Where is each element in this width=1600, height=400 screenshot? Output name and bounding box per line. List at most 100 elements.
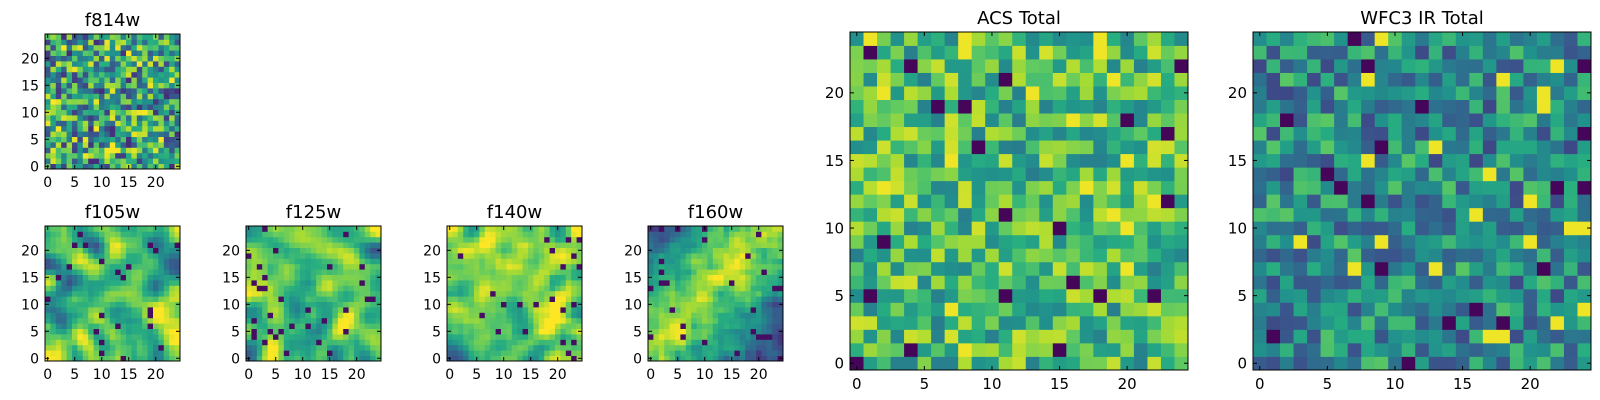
heatmap-cell (457, 355, 464, 362)
heatmap-cell (1025, 59, 1040, 73)
heatmap-cell (82, 312, 89, 319)
heatmap-cell (1455, 167, 1470, 182)
heatmap-cell (522, 285, 529, 292)
heatmap-cell (109, 163, 116, 170)
heatmap-cell (850, 113, 864, 128)
heatmap-cell (256, 231, 263, 238)
heatmap-cell (917, 167, 932, 182)
heatmap-cell (1577, 32, 1592, 46)
heatmap-cell (104, 355, 111, 362)
heatmap-cell (745, 285, 751, 292)
heatmap-cell (648, 231, 654, 238)
heatmap-cell (890, 194, 905, 209)
heatmap-cell (777, 334, 784, 340)
heatmap-cell (863, 261, 878, 276)
heatmap-cell (283, 317, 290, 324)
heatmap-cell (664, 226, 670, 232)
heatmap-cell (1066, 99, 1081, 114)
heatmap-cell (267, 269, 274, 275)
heatmap-cell (283, 301, 290, 308)
heatmap-cell (1401, 207, 1416, 222)
heatmap-cell (147, 131, 154, 137)
heatmap-cell (136, 50, 143, 56)
heatmap-cell (99, 44, 105, 51)
heatmap-cell (131, 285, 138, 292)
heatmap-cell (538, 274, 545, 281)
heatmap-cell (1550, 32, 1565, 46)
heatmap-cell (126, 104, 132, 110)
heatmap-cell (131, 344, 138, 351)
heatmap-cell (571, 253, 577, 259)
heatmap-cell (723, 334, 730, 340)
heatmap-cell (343, 296, 349, 302)
heatmap-cell (565, 269, 572, 275)
heatmap-cell (375, 236, 382, 243)
heatmap-cell (72, 93, 78, 100)
heatmap-cell (169, 242, 175, 248)
heatmap-cell (723, 350, 730, 356)
heatmap-cell (511, 242, 518, 248)
heatmap-cell (739, 328, 746, 335)
heatmap-cell (61, 328, 67, 335)
heatmap-cell (93, 82, 100, 89)
heatmap-cell (163, 301, 170, 308)
heatmap-cell (316, 344, 322, 351)
heatmap-cell (115, 334, 121, 340)
heatmap-cell (82, 71, 89, 78)
heatmap-cell (354, 236, 360, 243)
heatmap-cell (163, 115, 170, 121)
heatmap-cell (1039, 153, 1054, 168)
heatmap-cell (766, 355, 773, 362)
heatmap-cell (153, 147, 159, 154)
heatmap-cell (452, 258, 459, 265)
heatmap-cell (718, 317, 724, 324)
heatmap-cell (511, 312, 518, 319)
heatmap-cell (55, 77, 62, 83)
heatmap-cell (1106, 99, 1121, 114)
heatmap-cell (273, 274, 279, 281)
heatmap-cell (1334, 315, 1349, 330)
heatmap-cell (251, 231, 258, 238)
heatmap-cell (142, 307, 148, 313)
heatmap-cell (468, 236, 475, 243)
heatmap-cell (712, 280, 719, 286)
heatmap-cell (72, 312, 78, 319)
heatmap-cell (158, 280, 165, 286)
heatmap-cell (468, 231, 475, 238)
heatmap-cell (174, 93, 181, 100)
heatmap-cell (766, 226, 773, 232)
heatmap-cell (756, 312, 762, 319)
heatmap-cell (332, 231, 339, 238)
y-tick-label: 10 (423, 297, 441, 313)
heatmap-cell (944, 288, 959, 303)
heatmap-cell (675, 328, 681, 335)
heatmap-cell (452, 226, 459, 232)
heatmap-cell (174, 253, 181, 259)
heatmap-cell (1079, 45, 1094, 60)
heatmap-cell (761, 307, 768, 313)
heatmap-cell (718, 253, 724, 259)
heatmap-cell (863, 248, 878, 263)
x-tick-label: 0 (43, 175, 52, 191)
heatmap-cell (163, 66, 170, 73)
heatmap-cell (1388, 207, 1403, 222)
heatmap-cell (474, 290, 480, 297)
heatmap-cell (1496, 302, 1511, 317)
heatmap-cell (1280, 275, 1294, 290)
heatmap-cell (300, 269, 306, 275)
heatmap-cell (316, 301, 322, 308)
heatmap-cell (147, 66, 154, 73)
heatmap-cell (343, 258, 349, 265)
y-tick-label: 20 (1228, 84, 1247, 102)
heatmap-cell (66, 285, 73, 292)
heatmap-cell (50, 152, 57, 159)
heatmap-cell (702, 317, 708, 324)
heatmap-cell (1066, 45, 1081, 60)
heatmap-cell (72, 323, 78, 329)
heatmap-cell (501, 317, 507, 324)
heatmap-cell (1523, 207, 1538, 222)
heatmap-cell (1374, 248, 1389, 263)
heatmap-cell (1280, 140, 1294, 155)
heatmap-cell (88, 39, 94, 46)
heatmap-cell (283, 274, 290, 281)
